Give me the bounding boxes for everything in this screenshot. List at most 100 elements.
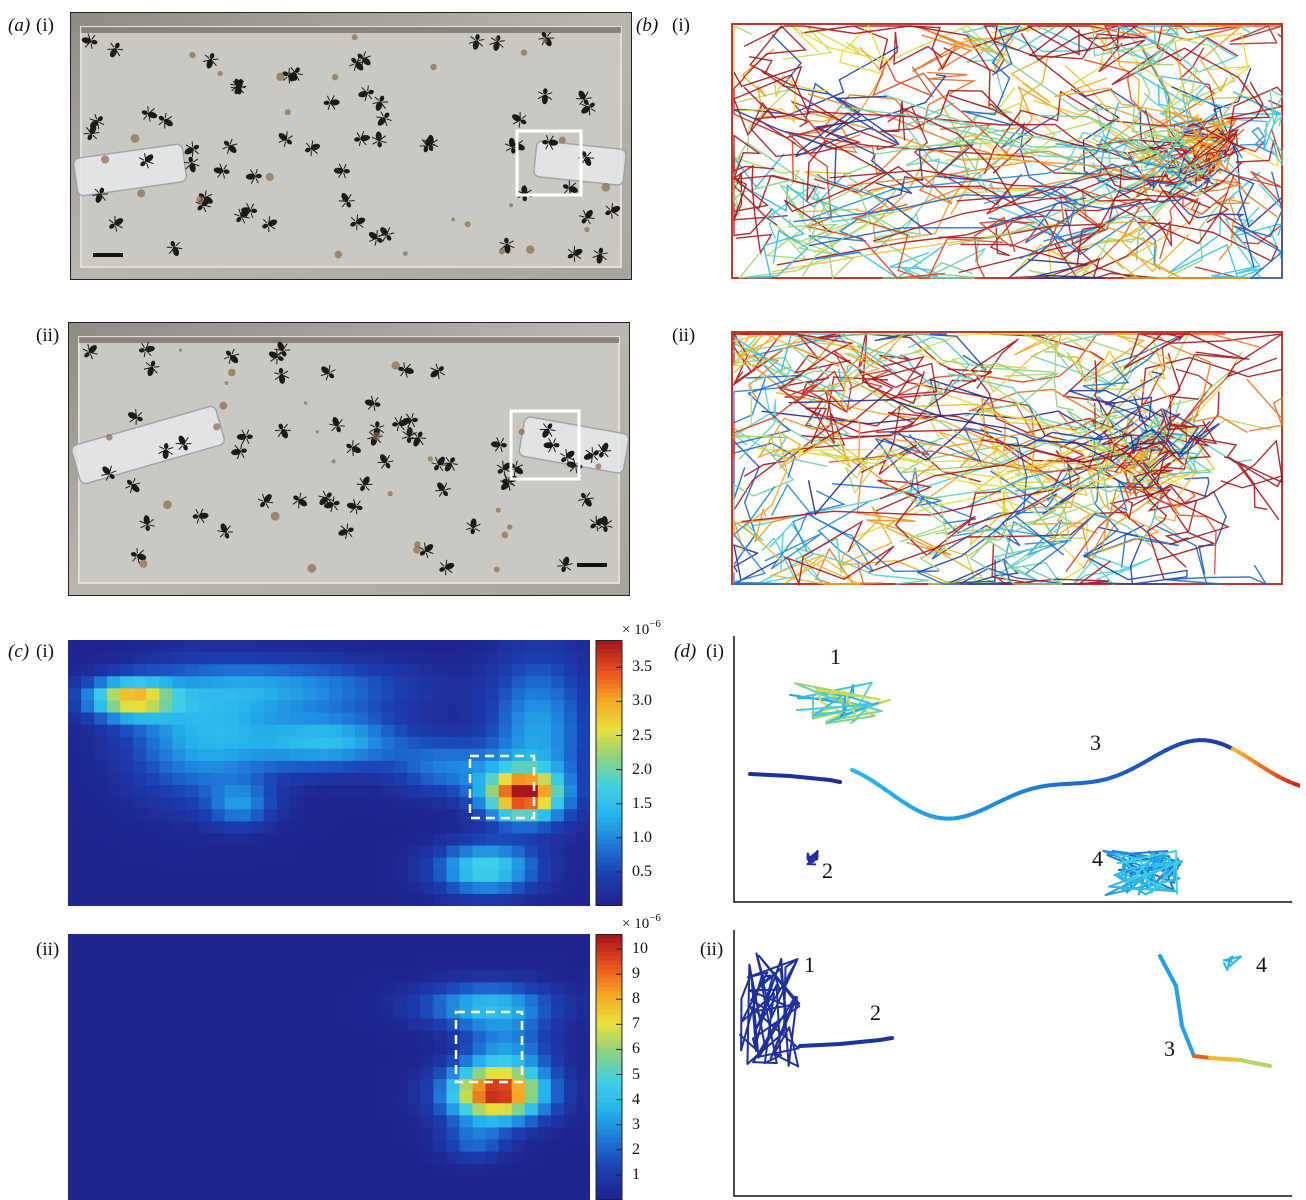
heatmap-cell: [381, 958, 395, 971]
heatmap-cell: [329, 809, 343, 822]
heatmap-cell: [329, 994, 343, 1008]
trajectory-segment: [1153, 862, 1176, 869]
heatmap-cell: [342, 724, 356, 738]
colorbar-step: [596, 1164, 622, 1170]
ant: [92, 187, 108, 203]
debris: [601, 183, 611, 192]
heatmap-cell: [368, 869, 382, 883]
heatmap-cell: [355, 1163, 369, 1177]
ant-track: [880, 89, 1012, 141]
heatmap-cell: [302, 881, 317, 895]
heatmap-cell: [381, 700, 395, 714]
heatmap-cell: [576, 958, 590, 971]
heatmap-cell: [407, 934, 421, 947]
heatmap-cell: [276, 1054, 291, 1068]
heatmap-cell: [537, 1175, 552, 1189]
ant-track: [746, 207, 809, 279]
heatmap-cell: [263, 958, 278, 971]
heatmap-cell: [68, 652, 82, 665]
heatmap-cell: [315, 1018, 330, 1032]
heatmap-cell: [576, 893, 590, 906]
heatmap-cell: [172, 857, 187, 871]
heatmap-cell: [237, 724, 252, 738]
heatmap-cell: [133, 797, 147, 810]
colorbar-step: [596, 662, 622, 668]
heatmap-cell: [563, 893, 578, 906]
trajectory-segment: [784, 958, 799, 969]
heatmap-cell: [107, 934, 121, 947]
heatmap-cell: [342, 1006, 356, 1020]
ant-track: [733, 24, 807, 88]
heatmap-cell: [329, 1006, 343, 1020]
heatmap-cell: [302, 676, 317, 689]
heatmap-cell: [576, 881, 590, 895]
ant: [496, 460, 512, 477]
colorbar-tick-label: 8: [632, 990, 640, 1008]
heatmap-cell: [433, 700, 448, 714]
heatmap-cell: [185, 1187, 200, 1200]
heatmap-cell: [355, 773, 369, 786]
ant: [89, 114, 105, 130]
heatmap-cell: [68, 1115, 82, 1129]
heatmap-cell: [276, 994, 291, 1008]
heatmap-cell: [420, 640, 434, 653]
heatmap-cell: [172, 893, 187, 906]
heatmap-cell: [315, 833, 330, 847]
heatmap-cell: [107, 994, 121, 1008]
heatmap-cell: [485, 1018, 500, 1032]
heatmap-cell: [355, 970, 369, 983]
heatmap-cell: [250, 797, 265, 810]
heatmap-cell: [185, 994, 200, 1008]
heatmap-cell: [94, 1139, 108, 1153]
ant: [82, 344, 98, 360]
heatmap-cell: [211, 640, 226, 653]
heatmap-cell: [511, 712, 526, 726]
heatmap-cell: [563, 664, 578, 677]
heatmap-cell: [576, 652, 590, 665]
heatmap-cell: [185, 785, 200, 798]
heatmap-cell: [368, 857, 382, 871]
heatmap-cell: [315, 857, 330, 871]
ant-track: [1159, 191, 1229, 260]
trajectory-segment: [843, 692, 847, 714]
trajectory-segment: [814, 686, 822, 703]
heatmap-cell: [250, 893, 265, 906]
heatmap-cell: [198, 934, 213, 947]
panel-b-ii-label: (ii): [672, 325, 696, 346]
ant-track: [1195, 144, 1237, 172]
heatmap-cell: [368, 797, 382, 810]
heatmap-cell: [81, 1079, 95, 1092]
heatmap-cell: [159, 893, 173, 906]
colorbar-step: [596, 755, 622, 761]
heatmap-cell: [68, 833, 82, 847]
heatmap-cell: [420, 970, 434, 983]
heatmap-cell: [550, 821, 565, 835]
heatmap-cell: [511, 1139, 526, 1153]
heatmap-cell: [94, 1103, 108, 1116]
heatmap-cell: [302, 1175, 317, 1189]
heatmap-cell: [524, 785, 539, 798]
heatmap-cell: [446, 1103, 461, 1116]
heatmap-cell: [211, 970, 226, 983]
heatmap-cell: [289, 1067, 304, 1080]
heatmap-cell: [381, 809, 395, 822]
ant: [262, 216, 278, 233]
heatmap-cell: [289, 712, 304, 726]
heatmap-cell: [550, 881, 565, 895]
heatmap-cell: [394, 773, 408, 786]
heatmap-cell: [407, 1175, 421, 1189]
heatmap-cell: [237, 652, 252, 665]
heatmap-cell: [237, 893, 252, 906]
heatmap-cell: [355, 676, 369, 689]
ant-track: [794, 370, 848, 444]
heatmap-cell: [185, 700, 200, 714]
heatmap-cell: [381, 1030, 395, 1044]
heatmap-cell: [485, 688, 500, 702]
heatmap-cell: [563, 1067, 578, 1080]
heatmap-cell: [563, 1030, 578, 1044]
heatmap-cell: [237, 664, 252, 677]
heatmap-cell: [537, 833, 552, 847]
debris: [526, 245, 535, 254]
heatmap-cell: [224, 773, 239, 786]
heatmap-cell: [329, 857, 343, 871]
